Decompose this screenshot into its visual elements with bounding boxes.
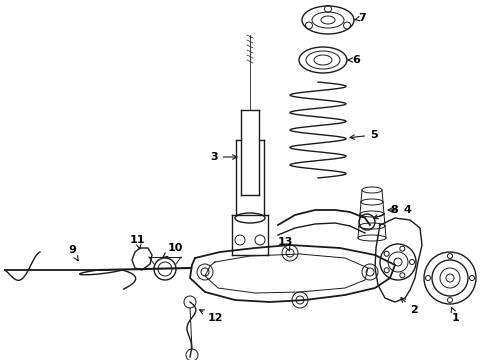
Text: 5: 5 [350,130,378,140]
Text: 8: 8 [374,205,398,219]
Text: 6: 6 [348,55,360,65]
Text: 10: 10 [163,243,183,257]
Text: 7: 7 [355,13,366,23]
Text: 3: 3 [210,152,237,162]
Text: 9: 9 [68,245,78,261]
Text: 12: 12 [199,310,223,323]
Text: 2: 2 [401,298,418,315]
Text: 4: 4 [388,205,411,215]
Text: 11: 11 [130,235,146,249]
Text: 1: 1 [451,307,460,323]
Text: 13: 13 [278,237,294,251]
